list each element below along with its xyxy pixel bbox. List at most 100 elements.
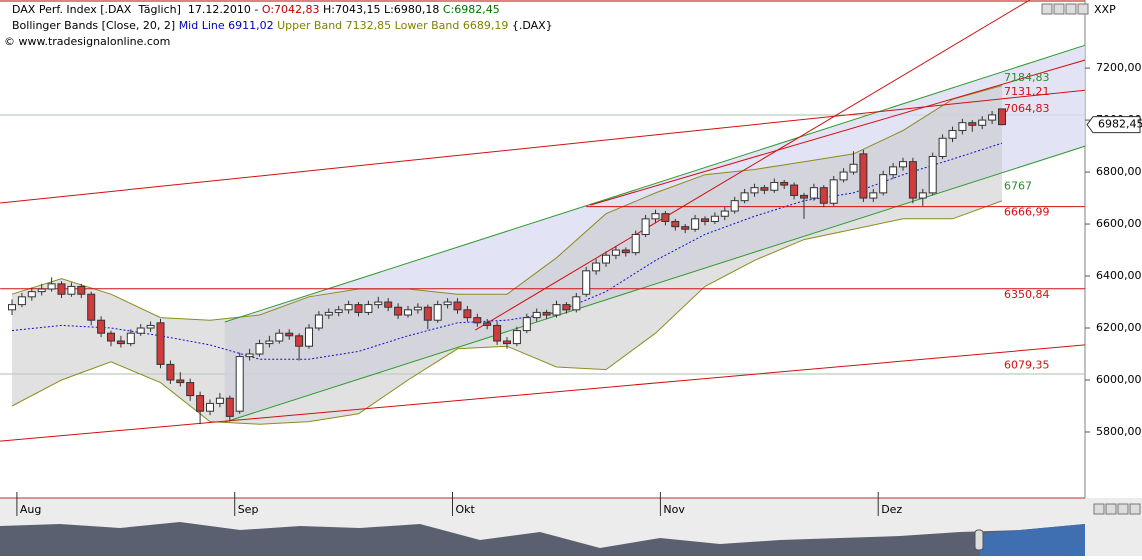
candle-body: [116, 340, 125, 345]
candle-body: [760, 187, 769, 191]
candle-body: [463, 309, 472, 319]
legend-text: C:6982,45: [443, 3, 500, 16]
candle-body: [324, 311, 333, 316]
legend-text: Bollinger Bands [Close, 20, 2]: [12, 19, 179, 32]
candle-body: [107, 332, 115, 342]
x-tick-label: Aug: [20, 503, 41, 516]
trendline: [0, 344, 1085, 442]
zoom-button[interactable]: [1129, 503, 1141, 515]
candle-body: [423, 306, 432, 321]
candle-body: [928, 155, 937, 194]
candle-body: [651, 213, 660, 220]
trendline: [475, 0, 1030, 331]
y-tick-label: 6800,00: [1096, 165, 1142, 178]
channel-line: [224, 44, 1085, 323]
candle-body: [483, 322, 492, 326]
zoom-button[interactable]: [1105, 503, 1117, 515]
candle-body: [710, 215, 719, 222]
x-tick-label: Sep: [238, 503, 259, 516]
level-label: 7131,21: [1004, 85, 1050, 98]
candle-body: [245, 353, 254, 358]
candle-body: [592, 262, 601, 272]
x-tick-label: Nov: [663, 503, 685, 516]
candle-body: [998, 108, 1006, 126]
candle-body: [800, 194, 808, 199]
candle-body: [166, 363, 175, 381]
candle-body: [938, 137, 947, 157]
candle-body: [631, 233, 640, 254]
candle-body: [235, 356, 244, 412]
trendline: [590, 59, 1085, 206]
candle-body: [354, 304, 363, 313]
legend-text: H:7043,15 L:6980,18: [320, 3, 443, 16]
legend-line: © www.tradesignalonline.com: [4, 35, 170, 48]
candle-body: [661, 213, 670, 222]
trendline: [0, 89, 1085, 204]
zoom-button[interactable]: [1093, 503, 1105, 515]
candle-body: [889, 166, 898, 176]
bollinger-fill: [12, 85, 1002, 425]
nav-button[interactable]: [1077, 3, 1089, 15]
nav-button[interactable]: [1041, 3, 1053, 15]
candle-body: [819, 187, 828, 204]
volume-highlight: [980, 524, 1085, 556]
plot: [0, 0, 1085, 442]
scroll-handle[interactable]: [974, 529, 984, 551]
candle-body: [87, 293, 96, 321]
candle-body: [671, 220, 680, 228]
last-price-label: 6982,45: [1098, 118, 1142, 131]
candle-body: [493, 324, 502, 342]
candle-body: [720, 210, 729, 217]
candle-body: [859, 153, 868, 199]
level-label: 6079,35: [1004, 358, 1050, 371]
nav-button[interactable]: [1053, 3, 1065, 15]
zoom-button[interactable]: [1117, 503, 1129, 515]
candle-body: [641, 218, 650, 235]
legend-text: {.DAX}: [512, 19, 553, 32]
candle-body: [473, 317, 482, 324]
legend-line: DAX Perf. Index [.DAX Täglich] 17.12.201…: [12, 3, 500, 16]
candle-body: [988, 114, 997, 121]
candle-body: [522, 317, 531, 332]
candle-body: [849, 163, 858, 173]
candle-body: [829, 179, 838, 204]
y-tick-label: 7200,00: [1096, 61, 1142, 74]
y-tick-label: 6200,00: [1096, 321, 1142, 334]
candle-body: [265, 340, 274, 345]
level-label: 7184,83: [1004, 71, 1050, 84]
candle-body: [394, 306, 403, 316]
nav-button[interactable]: [1065, 3, 1077, 15]
candle-body: [879, 174, 888, 194]
candle-body: [899, 161, 907, 168]
candle-body: [126, 332, 135, 345]
y-tick-label: 5800,00: [1096, 425, 1142, 438]
candle-body: [512, 330, 521, 345]
candle-body: [215, 397, 224, 404]
candle-body: [730, 200, 739, 212]
candle-body: [146, 324, 155, 329]
x-tick-label: Okt: [456, 503, 476, 516]
candle-body: [908, 161, 917, 199]
legend-line: Bollinger Bands [Close, 20, 2] Mid Line …: [12, 19, 553, 32]
candle-body: [384, 301, 393, 308]
candle-body: [374, 301, 383, 306]
x-tick-label: Dez: [881, 503, 902, 516]
y-tick-label: 6400,00: [1096, 269, 1142, 282]
candle-body: [206, 402, 214, 412]
candle-body: [156, 322, 165, 365]
legend-text: © www.tradesignalonline.com: [4, 35, 170, 48]
candle-body: [404, 309, 412, 316]
candle-body: [255, 343, 264, 355]
overlay: DAX Perf. Index [.DAX Täglich] 17.12.201…: [4, 3, 1142, 516]
candle-body: [305, 327, 313, 347]
candle-body: [443, 301, 452, 306]
candle-body: [196, 395, 205, 412]
channel-line: [224, 145, 1085, 423]
candle-body: [57, 283, 66, 295]
candle-body: [542, 311, 551, 316]
candle-body: [750, 187, 759, 194]
candle-body: [503, 340, 511, 345]
candle-body: [334, 309, 343, 313]
legend-text: Upper Band 7132,85 Lower Band 6689,19: [277, 19, 512, 32]
